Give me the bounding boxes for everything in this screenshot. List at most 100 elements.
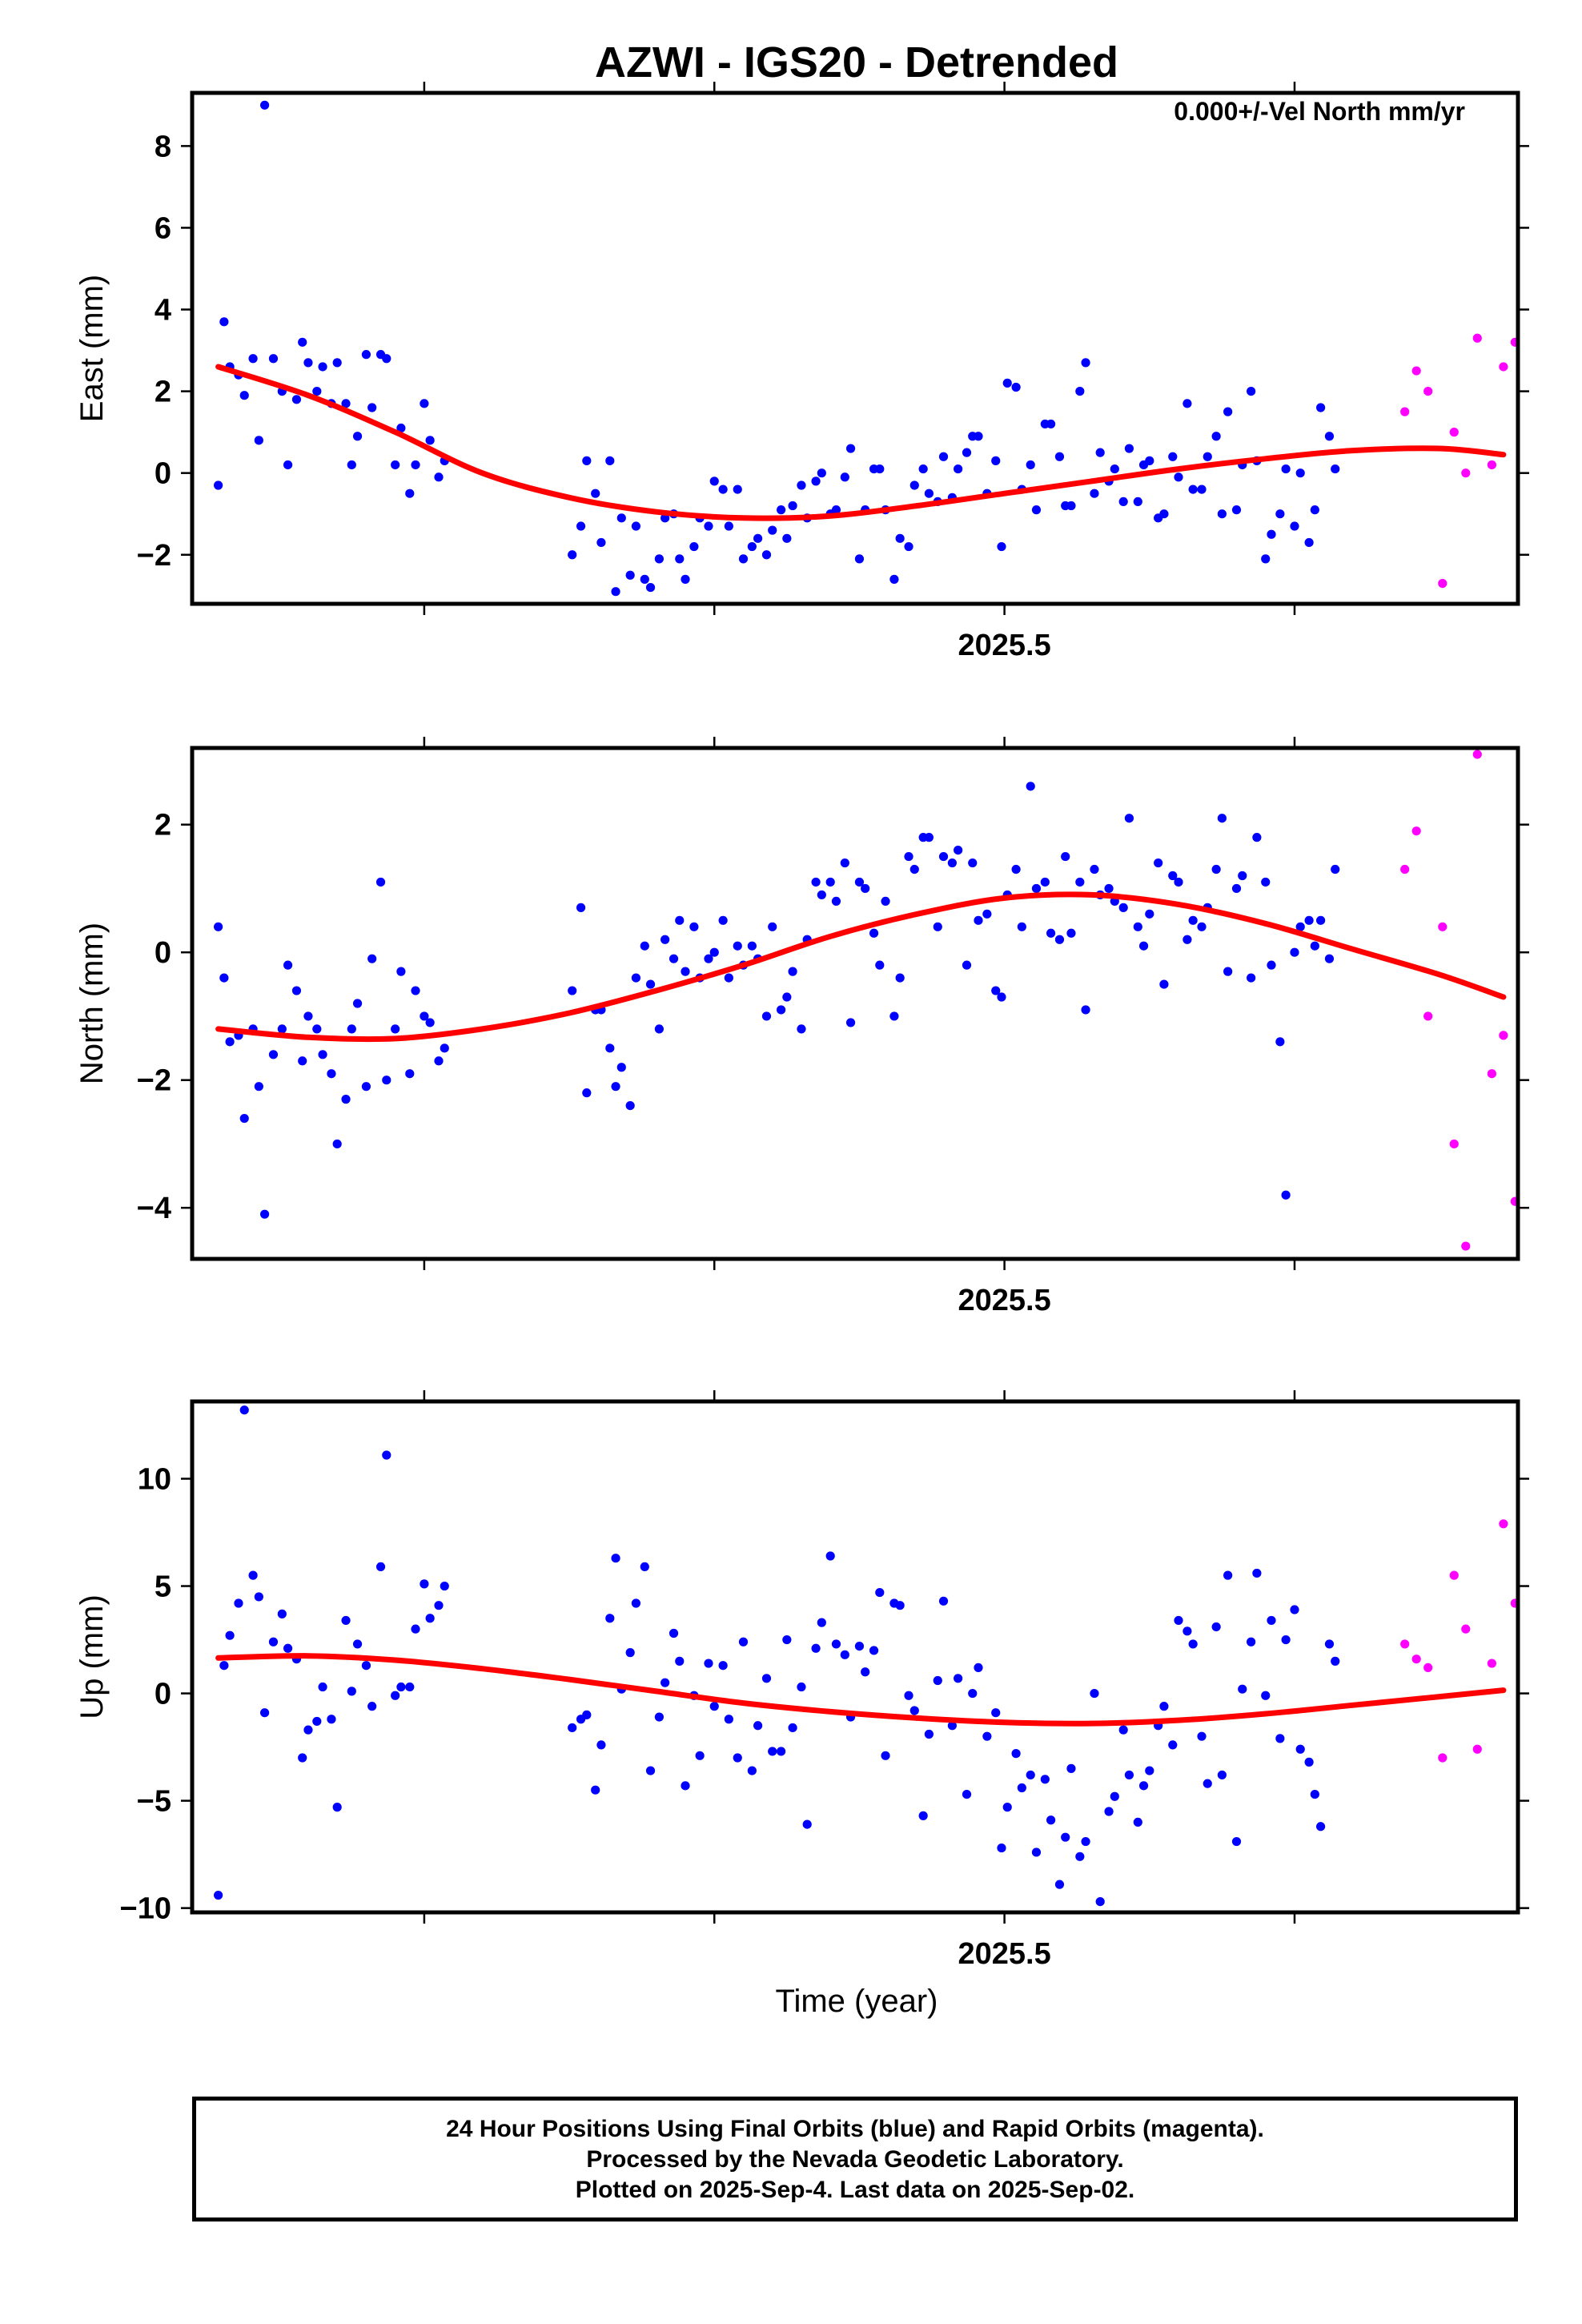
east-final-point	[318, 362, 327, 372]
north-final-point	[361, 1082, 371, 1092]
east-final-point	[1031, 505, 1042, 515]
up-final-point	[904, 1691, 913, 1700]
east-final-point	[1133, 497, 1142, 507]
up-final-point	[881, 1751, 890, 1760]
up-final-point	[954, 1674, 963, 1683]
up-final-point	[1203, 1779, 1212, 1788]
east-final-point	[1095, 448, 1105, 457]
east-final-point	[283, 460, 293, 470]
north-final-point	[225, 1037, 235, 1047]
east-rapid-point	[1411, 366, 1421, 376]
east-final-point	[1290, 521, 1299, 531]
up-final-point	[591, 1785, 600, 1795]
east-y-tick-label: −2	[137, 539, 171, 573]
north-final-point	[904, 851, 913, 862]
east-final-point	[219, 317, 229, 327]
up-final-point	[214, 1890, 223, 1900]
north-final-point	[352, 999, 363, 1008]
north-final-point	[1066, 928, 1076, 938]
footer-line-orbits: 24 Hour Positions Using Final Orbits (bl…	[446, 2116, 1264, 2142]
up-final-point	[1290, 1605, 1299, 1614]
north-final-point	[938, 851, 949, 862]
north-final-point	[312, 1024, 322, 1034]
north-final-point	[375, 877, 386, 887]
east-final-point	[681, 574, 690, 584]
east-x-tick-label: 2025.5	[958, 629, 1050, 662]
up-final-point	[788, 1723, 797, 1733]
east-final-point	[1203, 452, 1212, 461]
east-final-point	[918, 464, 928, 474]
up-final-point	[382, 1450, 391, 1460]
up-final-point	[1002, 1803, 1012, 1812]
north-final-point	[817, 890, 826, 900]
east-final-point	[1081, 358, 1090, 368]
east-y-tick-label: 6	[155, 211, 171, 245]
east-final-point	[724, 521, 733, 531]
north-final-point	[1104, 883, 1114, 894]
up-final-point	[854, 1641, 865, 1651]
up-final-point	[1304, 1757, 1314, 1767]
east-final-point	[1217, 509, 1227, 519]
north-final-point	[1090, 864, 1099, 875]
up-final-point	[391, 1691, 400, 1700]
up-final-point	[738, 1637, 749, 1647]
east-final-point	[811, 476, 821, 486]
north-final-point	[1247, 973, 1256, 983]
north-final-point	[239, 1113, 249, 1124]
up-final-point	[1252, 1568, 1262, 1578]
north-final-point	[605, 1043, 615, 1053]
up-final-point	[947, 1721, 957, 1731]
north-final-point	[1174, 877, 1183, 887]
up-final-point	[1310, 1789, 1319, 1799]
north-final-point	[582, 1088, 592, 1098]
east-final-point	[924, 489, 934, 498]
east-final-point	[303, 358, 313, 368]
up-final-point	[1174, 1615, 1183, 1626]
north-final-point	[332, 1139, 342, 1149]
north-y-tick-label: −2	[137, 1064, 171, 1098]
up-y-tick-label: −5	[137, 1785, 171, 1819]
north-final-point	[788, 967, 797, 976]
north-final-point	[1315, 915, 1326, 925]
east-final-point	[625, 570, 635, 580]
east-final-point	[753, 533, 763, 543]
north-final-point	[298, 1056, 307, 1066]
up-final-point	[582, 1710, 592, 1719]
up-final-point	[924, 1729, 934, 1739]
up-final-point	[802, 1819, 812, 1829]
east-final-point	[776, 505, 786, 515]
north-final-point	[1168, 870, 1178, 881]
east-final-point	[889, 574, 899, 584]
north-final-point	[854, 877, 865, 887]
east-final-point	[1310, 505, 1319, 515]
up-final-point	[645, 1766, 656, 1775]
east-rapid-point	[1461, 468, 1471, 478]
up-final-point	[248, 1570, 258, 1580]
east-final-point	[718, 485, 728, 494]
north-final-point	[382, 1076, 391, 1085]
up-final-point	[733, 1753, 742, 1763]
up-final-point	[361, 1661, 371, 1671]
north-final-point	[440, 1043, 449, 1053]
up-final-point	[1223, 1570, 1233, 1580]
up-final-point	[1295, 1744, 1305, 1754]
east-rapid-point	[1400, 407, 1410, 416]
east-y-tick-label: 2	[155, 376, 171, 409]
up-final-point	[1281, 1634, 1291, 1645]
north-final-point	[611, 1082, 620, 1092]
east-final-point	[938, 452, 949, 461]
east-final-point	[596, 537, 606, 548]
up-final-point	[1217, 1770, 1227, 1780]
east-final-point	[845, 444, 856, 453]
north-final-point	[1211, 864, 1221, 875]
east-rapid-point	[1472, 333, 1482, 343]
north-final-point	[1310, 941, 1319, 951]
east-final-point	[291, 395, 302, 404]
east-final-point	[382, 354, 391, 364]
up-final-point	[974, 1663, 983, 1673]
north-final-point	[982, 909, 992, 919]
north-final-point	[1331, 864, 1340, 875]
east-final-point	[1275, 509, 1285, 519]
east-final-point	[991, 456, 1001, 465]
